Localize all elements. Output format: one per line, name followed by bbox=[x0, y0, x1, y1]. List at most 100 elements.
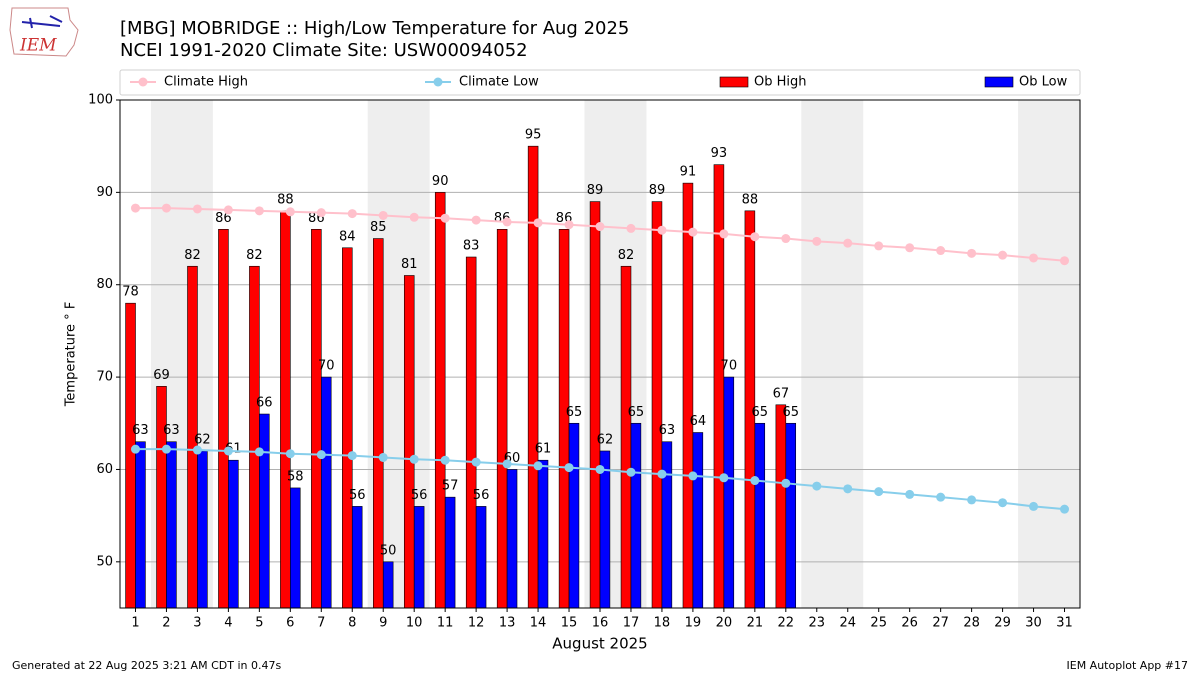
bar bbox=[320, 376, 332, 609]
data-label: 66 bbox=[256, 396, 273, 411]
x-tick-label: 3 bbox=[193, 616, 201, 631]
point bbox=[471, 457, 481, 467]
point bbox=[936, 492, 946, 502]
bar bbox=[692, 432, 704, 609]
data-label: 67 bbox=[773, 386, 790, 401]
point bbox=[936, 246, 946, 256]
x-tick-label: 31 bbox=[1056, 616, 1073, 631]
point bbox=[874, 241, 884, 251]
point bbox=[502, 217, 512, 227]
point bbox=[626, 467, 636, 477]
bar bbox=[156, 386, 167, 609]
data-label: 95 bbox=[525, 128, 542, 143]
point bbox=[626, 223, 636, 233]
bar bbox=[568, 422, 580, 609]
legend-label: Ob Low bbox=[1019, 75, 1068, 90]
point bbox=[161, 444, 171, 454]
point bbox=[502, 459, 512, 469]
point bbox=[688, 227, 698, 237]
weekend-band bbox=[801, 100, 864, 608]
data-label: 50 bbox=[380, 543, 397, 558]
data-label: 64 bbox=[690, 414, 707, 429]
y-tick-label: 70 bbox=[96, 370, 113, 385]
data-label: 65 bbox=[628, 405, 645, 420]
bar bbox=[475, 506, 487, 609]
data-label: 62 bbox=[194, 432, 211, 447]
data-label: 63 bbox=[659, 423, 676, 438]
point bbox=[595, 222, 605, 232]
data-label: 63 bbox=[163, 423, 180, 438]
point bbox=[254, 447, 264, 457]
footer-left: Generated at 22 Aug 2025 3:21 AM CDT in … bbox=[12, 659, 281, 672]
bar bbox=[351, 506, 363, 609]
bar bbox=[290, 487, 301, 609]
data-label: 81 bbox=[401, 257, 418, 272]
data-label: 85 bbox=[370, 220, 387, 235]
data-label: 88 bbox=[277, 192, 294, 207]
x-tick-label: 8 bbox=[348, 616, 356, 631]
bar bbox=[537, 459, 549, 609]
point bbox=[781, 478, 791, 488]
data-label: 56 bbox=[411, 488, 428, 503]
x-tick-label: 26 bbox=[901, 616, 918, 631]
point bbox=[1060, 504, 1070, 514]
point bbox=[719, 229, 729, 239]
point bbox=[843, 484, 853, 494]
point bbox=[223, 446, 233, 456]
bar bbox=[228, 459, 239, 609]
x-tick-label: 21 bbox=[747, 616, 764, 631]
point bbox=[440, 455, 450, 465]
bar bbox=[527, 145, 539, 609]
legend-box bbox=[119, 69, 1081, 96]
point bbox=[905, 489, 915, 499]
point bbox=[285, 207, 295, 217]
y-tick-label: 60 bbox=[96, 462, 113, 477]
x-tick-label: 14 bbox=[530, 616, 547, 631]
logo-text: IEM bbox=[19, 36, 57, 56]
x-tick-label: 2 bbox=[162, 616, 170, 631]
legend-label: Climate Low bbox=[459, 75, 539, 90]
bar bbox=[465, 256, 477, 609]
bar bbox=[785, 422, 797, 609]
weekend-band bbox=[1018, 100, 1080, 608]
y-tick-label: 100 bbox=[88, 93, 113, 108]
data-label: 89 bbox=[587, 183, 604, 198]
bar bbox=[125, 302, 136, 609]
plot-frame bbox=[119, 99, 1081, 609]
x-tick-label: 6 bbox=[286, 616, 294, 631]
x-tick-label: 9 bbox=[379, 616, 387, 631]
legend-swatch bbox=[719, 76, 749, 88]
point bbox=[564, 463, 574, 473]
x-tick-label: 30 bbox=[1025, 616, 1042, 631]
x-tick-label: 16 bbox=[592, 616, 609, 631]
data-label: 86 bbox=[215, 211, 232, 226]
point bbox=[812, 481, 822, 491]
bar bbox=[620, 265, 632, 609]
point bbox=[1029, 253, 1039, 263]
point bbox=[440, 213, 450, 223]
data-label: 89 bbox=[649, 183, 666, 198]
y-tick-label: 90 bbox=[96, 185, 113, 200]
x-tick-label: 24 bbox=[839, 616, 856, 631]
point bbox=[812, 236, 822, 246]
bar bbox=[403, 275, 415, 609]
chart-title: [MBG] MOBRIDGE :: High/Low Temperature f… bbox=[120, 18, 629, 39]
bar bbox=[166, 441, 177, 609]
legend-label: Ob High bbox=[754, 75, 807, 90]
data-label: 83 bbox=[463, 239, 480, 254]
bar bbox=[661, 441, 673, 609]
bar bbox=[259, 413, 270, 609]
logo-mark bbox=[21, 15, 63, 29]
point bbox=[750, 232, 760, 242]
x-tick-label: 5 bbox=[255, 616, 263, 631]
x-tick-label: 29 bbox=[994, 616, 1011, 631]
data-label: 63 bbox=[132, 423, 149, 438]
bar bbox=[651, 201, 663, 609]
bar bbox=[434, 192, 446, 609]
bar bbox=[342, 247, 353, 609]
point bbox=[843, 238, 853, 248]
point bbox=[998, 498, 1008, 508]
bar bbox=[218, 229, 229, 609]
point bbox=[533, 461, 543, 471]
